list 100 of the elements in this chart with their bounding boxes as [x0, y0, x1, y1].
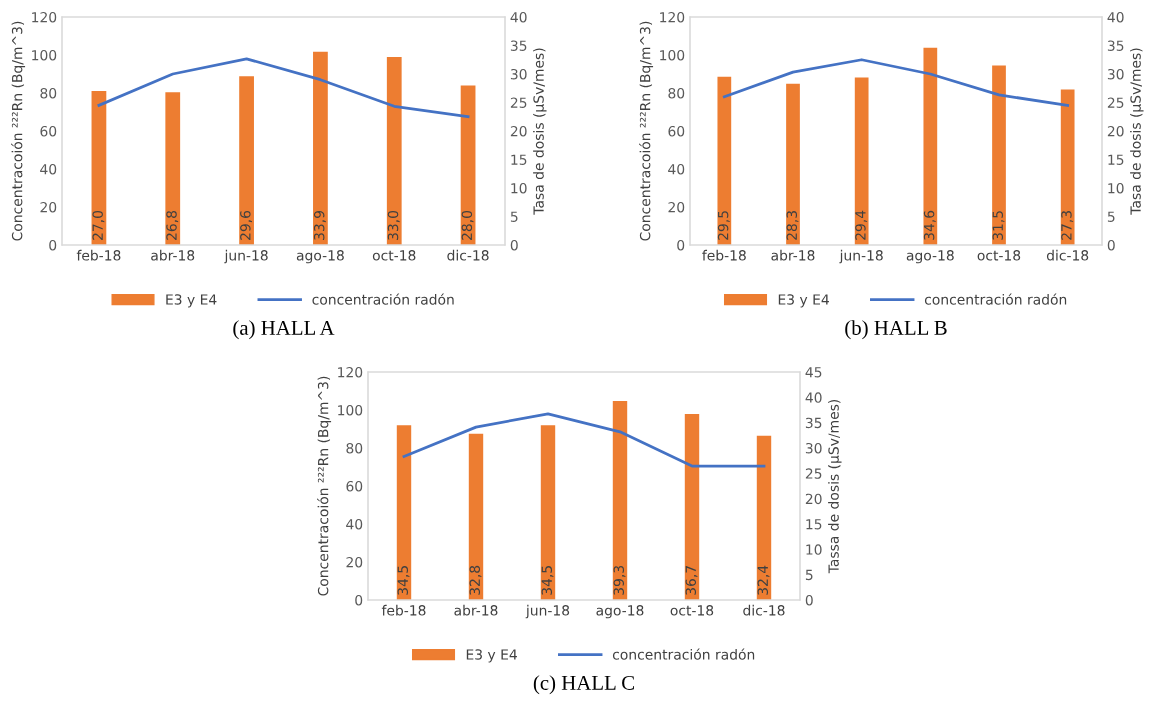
data-label: 39,3 [613, 566, 626, 595]
y2-tick-label: 30 [805, 442, 822, 454]
y-tick-label: 120 [338, 366, 363, 378]
data-label: 28,0 [461, 210, 474, 240]
y2-axis-title: Tasa de dosis (µSv/mes) [533, 48, 547, 215]
y-tick-label: 40 [668, 163, 685, 175]
y2-tick-label: 15 [511, 154, 527, 165]
legend-label: concentración radón [924, 293, 1067, 305]
y2-tick-label: 15 [1108, 154, 1124, 165]
x-tick-label: jun-18 [224, 249, 268, 264]
y-tick-label: 100 [338, 404, 363, 416]
text: (c) HALL C [533, 675, 634, 695]
y2-tick-label: 25 [1107, 97, 1124, 108]
x-tick-label: abr-18 [771, 249, 815, 261]
y-tick-label: 80 [668, 87, 685, 99]
legend-label: E3 y E4 [778, 294, 829, 308]
legend-label: concentración radón [612, 648, 755, 660]
bar [468, 433, 484, 600]
x-tick-label: oct-18 [977, 250, 1021, 261]
y2-tick-label: 35 [510, 40, 527, 51]
x-tick-label: ago-18 [296, 250, 344, 264]
y-tick-label: 80 [40, 87, 57, 99]
text: (b) HALL B [845, 320, 947, 340]
data-label: 27,3 [1061, 211, 1074, 240]
legend-label: E3 y E4 [166, 294, 217, 308]
line-series [402, 412, 766, 468]
y2-tick-label: 0 [1107, 239, 1115, 251]
data-label: 34,6 [923, 210, 936, 240]
data-label: 27,0 [92, 210, 105, 240]
x-tick-label: abr-18 [151, 249, 195, 261]
bar [684, 414, 700, 600]
bar [612, 400, 628, 600]
x-tick-label: oct-18 [372, 250, 416, 261]
bar [396, 425, 412, 600]
bar [992, 65, 1006, 245]
y-axis-title: Concentracoión ²²²Rn (Bq/m^3) [317, 376, 332, 596]
y2-tick-label: 10 [511, 182, 527, 194]
data-label: 33,0 [387, 210, 400, 240]
y2-tick-label: 40 [510, 11, 527, 23]
data-label: 33,9 [313, 210, 326, 240]
bar [1060, 89, 1075, 245]
y2-tick-label: 20 [510, 125, 527, 137]
data-label: 28,3 [786, 211, 799, 240]
data-label: 26,8 [166, 210, 179, 240]
y-tick-label: 0 [677, 239, 685, 251]
text: (a) HALL A [233, 320, 335, 340]
y-tick-label: 0 [49, 239, 57, 251]
bar [756, 435, 772, 600]
y-tick-label: 100 [660, 49, 685, 61]
y2-tick-label: 10 [1108, 182, 1124, 194]
x-tick-label: ago-18 [906, 250, 954, 264]
bar [923, 47, 938, 245]
y-tick-label: 60 [668, 125, 685, 137]
x-tick-label: feb-18 [702, 249, 746, 261]
y2-axis-title: Tasa de dosis (µSv/mes) [1130, 48, 1144, 215]
data-label: 34,5 [541, 566, 554, 595]
x-tick-label: ago-18 [596, 605, 644, 619]
y-tick-label: 80 [346, 442, 363, 454]
y2-tick-label: 0 [805, 594, 813, 606]
bar [717, 76, 732, 245]
data-label: 32,4 [757, 565, 770, 595]
x-tick-label: abr-18 [454, 604, 498, 616]
legend-label: concentración radón [312, 293, 454, 305]
bar [854, 77, 869, 245]
line-series [97, 57, 470, 119]
x-tick-label: dic-18 [743, 604, 785, 616]
y2-tick-label: 30 [510, 68, 527, 80]
data-label: 36,7 [685, 566, 698, 595]
y2-tick-label: 35 [1107, 40, 1124, 51]
legend-label: E3 y E4 [466, 649, 517, 663]
y-tick-label: 60 [40, 125, 57, 137]
y-tick-label: 0 [355, 594, 363, 606]
y2-tick-label: 5 [510, 211, 518, 222]
x-tick-label: dic-18 [447, 249, 489, 261]
y-tick-label: 40 [346, 518, 363, 530]
y-tick-label: 120 [660, 11, 685, 23]
line-series [722, 58, 1070, 107]
y-tick-label: 120 [32, 11, 57, 23]
x-tick-label: feb-18 [76, 249, 121, 261]
y2-tick-label: 5 [805, 569, 813, 581]
y2-tick-label: 40 [1107, 11, 1124, 23]
x-tick-label: jun-18 [525, 604, 570, 619]
data-label: 29,6 [240, 210, 253, 240]
data-label: 32,8 [469, 565, 482, 595]
y2-axis-title: Tassa de dosis (µSv/mes) [828, 399, 842, 574]
y-tick-label: 100 [32, 49, 57, 61]
y2-tick-label: 20 [805, 493, 822, 505]
y2-tick-label: 35 [805, 417, 822, 429]
bar [786, 83, 800, 245]
data-label: 31,5 [992, 211, 1005, 240]
y2-tick-label: 20 [1107, 125, 1124, 137]
data-label: 29,5 [717, 211, 730, 240]
y-tick-label: 60 [346, 480, 363, 492]
data-label: 34,5 [397, 566, 410, 595]
y-tick-label: 20 [668, 201, 685, 213]
data-label: 29,4 [855, 210, 868, 240]
y-tick-label: 20 [40, 201, 57, 213]
y2-tick-label: 0 [510, 239, 518, 251]
y2-tick-label: 25 [510, 97, 527, 108]
y2-tick-label: 15 [806, 519, 822, 530]
